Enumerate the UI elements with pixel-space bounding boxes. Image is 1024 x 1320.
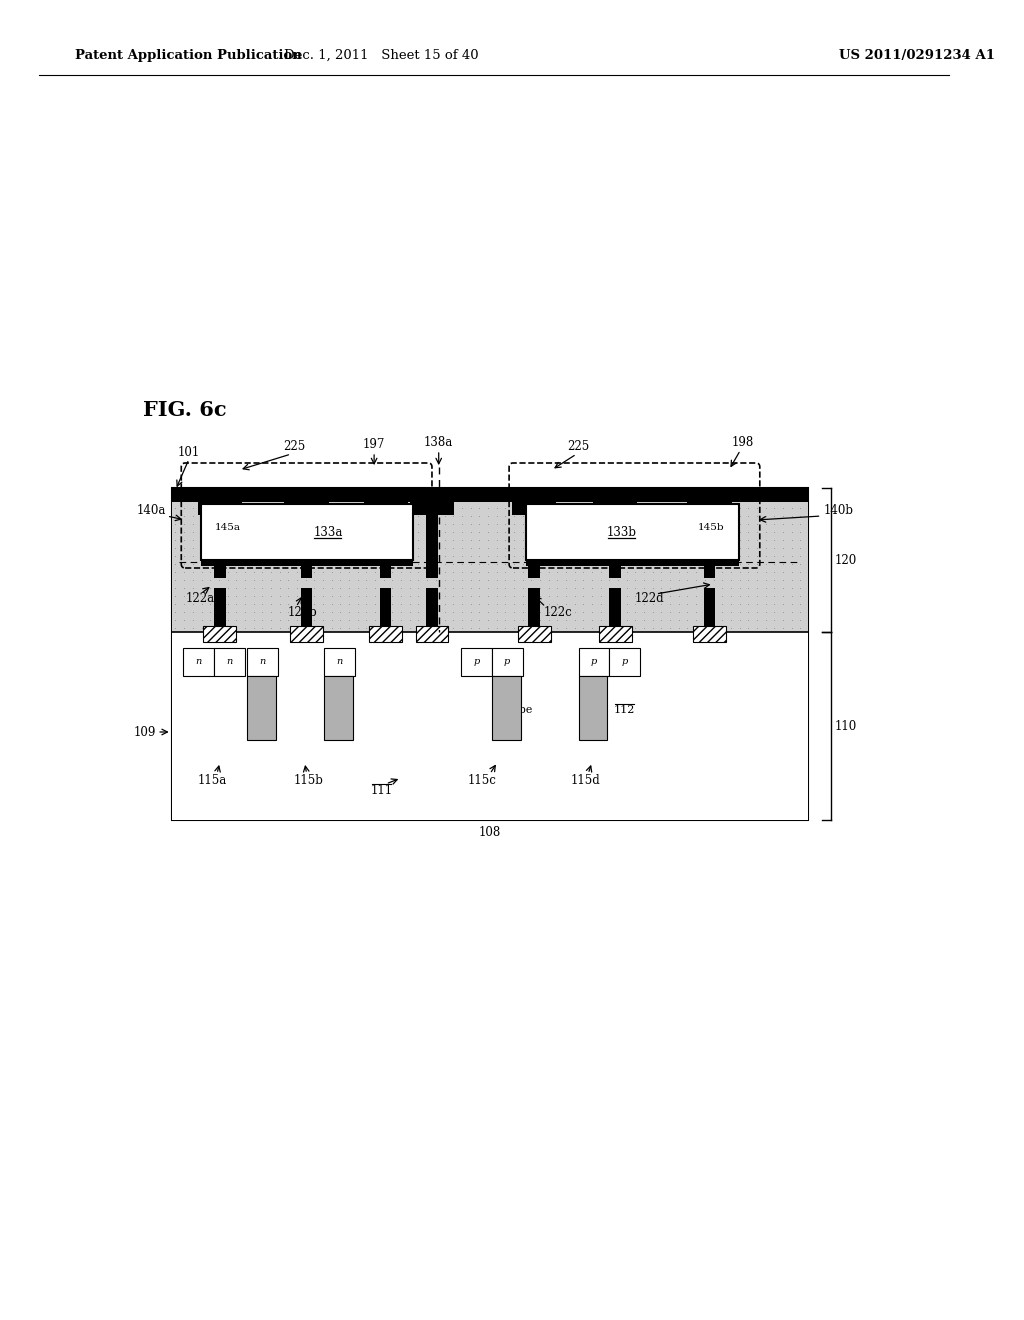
Text: p: p [473, 657, 479, 667]
Bar [198, 502, 242, 515]
Bar [183, 648, 214, 676]
Text: 225: 225 [567, 441, 590, 454]
Bar [214, 648, 245, 676]
Bar [324, 648, 355, 676]
Bar [364, 502, 408, 515]
Text: n: n [226, 657, 232, 667]
Bar [693, 626, 726, 642]
Text: Dec. 1, 2011   Sheet 15 of 40: Dec. 1, 2011 Sheet 15 of 40 [284, 49, 478, 62]
Text: 111: 111 [371, 784, 393, 796]
Text: 115c: 115c [468, 774, 497, 787]
Text: 140b: 140b [823, 504, 853, 517]
Text: 145b: 145b [698, 523, 725, 532]
Text: p: p [504, 657, 510, 667]
Bar [512, 502, 556, 515]
Bar [172, 488, 808, 502]
Bar [285, 502, 329, 515]
Bar [579, 648, 609, 676]
Text: 140a: 140a [136, 504, 166, 517]
Text: 133b: 133b [607, 525, 637, 539]
Bar [526, 504, 738, 560]
Bar [301, 515, 312, 578]
Text: 115a: 115a [198, 774, 226, 787]
Bar [201, 504, 413, 560]
Bar [694, 626, 725, 636]
Text: 109: 109 [134, 726, 157, 738]
Bar [579, 676, 607, 741]
Text: 122b: 122b [288, 606, 317, 619]
Bar [687, 502, 732, 515]
Bar [324, 676, 353, 741]
Text: 122d: 122d [635, 591, 665, 605]
Text: 133a: 133a [313, 525, 342, 539]
Bar [518, 626, 551, 642]
Bar [172, 488, 808, 820]
Bar [291, 626, 322, 636]
Text: 198: 198 [731, 437, 754, 450]
Bar [410, 502, 454, 515]
Text: n: n [336, 657, 342, 667]
Bar [609, 648, 640, 676]
Bar [214, 515, 225, 578]
Bar [416, 626, 449, 642]
Bar [290, 626, 323, 642]
Text: 108: 108 [478, 825, 501, 838]
Bar [417, 626, 447, 636]
Bar [703, 587, 716, 626]
Bar [426, 515, 437, 578]
Text: 115b: 115b [294, 774, 324, 787]
Text: 138a: 138a [424, 437, 454, 450]
Bar [301, 587, 312, 626]
Text: 110: 110 [835, 719, 857, 733]
Text: FIG. 6c: FIG. 6c [142, 400, 226, 420]
Bar [600, 626, 631, 636]
Bar [380, 587, 391, 626]
Text: US 2011/0291234 A1: US 2011/0291234 A1 [839, 49, 995, 62]
Bar [204, 626, 237, 642]
Bar [519, 626, 550, 636]
Text: Patent Application Publication: Patent Application Publication [75, 49, 302, 62]
Bar [461, 648, 492, 676]
Text: 112: 112 [614, 705, 636, 715]
Text: 197: 197 [362, 438, 385, 451]
Bar [528, 515, 540, 578]
Text: 225: 225 [283, 441, 305, 454]
Bar [492, 648, 522, 676]
Bar [599, 626, 632, 642]
Text: 115d: 115d [570, 774, 600, 787]
Text: 122c: 122c [544, 606, 572, 619]
Text: n-type: n-type [498, 705, 532, 715]
Bar [703, 515, 716, 578]
Text: p: p [622, 657, 628, 667]
Bar [214, 587, 225, 626]
Bar [609, 515, 621, 578]
Text: p: p [591, 657, 597, 667]
Bar [172, 632, 808, 820]
Bar [492, 676, 520, 741]
Bar [172, 488, 808, 632]
Text: 101: 101 [178, 446, 200, 458]
Bar [247, 648, 278, 676]
Text: n: n [259, 657, 265, 667]
Bar [593, 502, 637, 515]
Bar [205, 626, 236, 636]
Text: n: n [196, 657, 202, 667]
Text: 120: 120 [835, 553, 857, 566]
Bar [609, 587, 621, 626]
Text: 122a: 122a [185, 591, 214, 605]
Bar [426, 587, 437, 626]
Bar [247, 676, 275, 741]
Bar [371, 626, 401, 636]
Bar [526, 560, 738, 566]
Bar [380, 515, 391, 578]
Bar [528, 587, 540, 626]
Text: 145a: 145a [215, 523, 241, 532]
Bar [201, 560, 413, 566]
Bar [370, 626, 402, 642]
